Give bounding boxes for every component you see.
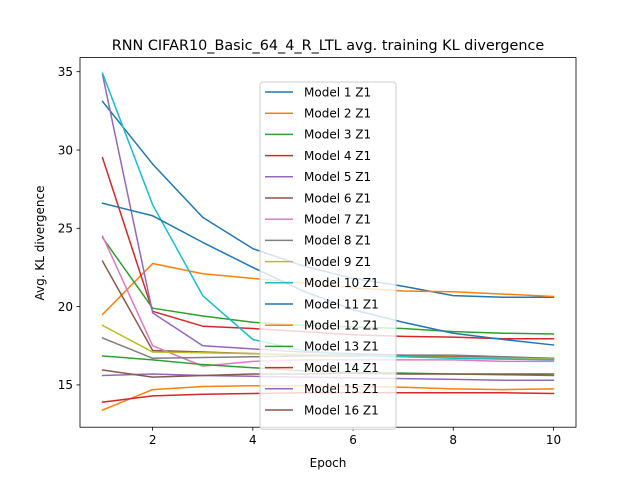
legend-entry-label: Model 14 Z1 [304,361,379,375]
legend-entry-label: Model 1 Z1 [304,85,371,99]
legend-entry-label: Model 4 Z1 [304,149,371,163]
legend-entry-label: Model 3 Z1 [304,128,371,142]
legend-entry-label: Model 7 Z1 [304,213,371,227]
x-tick-label: 10 [546,433,561,447]
legend: Model 1 Z1 Model 2 Z1 Model 3 Z1 Model 4 Z1… [259,81,397,430]
y-axis-ticks: 15 20 25 30 35 [58,65,80,392]
legend-entry-label: Model 15 Z1 [304,382,379,396]
legend-entry-label: Model 5 Z1 [304,170,371,184]
x-tick-label: 4 [249,433,257,447]
x-tick-label: 6 [349,433,357,447]
y-tick-label: 30 [58,143,73,157]
x-tick-label: 8 [449,433,457,447]
y-tick-label: 15 [58,378,73,392]
y-tick-label: 20 [58,300,73,314]
legend-entry-label: Model 6 Z1 [304,191,371,205]
x-axis-label: Epoch [310,456,347,470]
legend-entry-label: Model 13 Z1 [304,340,379,354]
legend-entry-label: Model 8 Z1 [304,234,371,248]
chart-title: RNN CIFAR10_Basic_64_4_R_LTL avg. traini… [112,38,545,54]
legend-entry-label: Model 9 Z1 [304,255,371,269]
legend-entry-label: Model 10 Z1 [304,276,379,290]
legend-entry-label: Model 16 Z1 [304,403,379,417]
legend-box [259,81,397,430]
x-axis-ticks: 2 4 6 8 10 [149,427,561,447]
legend-entry-label: Model 2 Z1 [304,107,371,121]
y-tick-label: 35 [58,65,73,79]
x-tick-label: 2 [149,433,157,447]
legend-entry-label: Model 12 Z1 [304,319,379,333]
y-tick-label: 25 [58,222,73,236]
y-axis-label: Avg. KL divergence [33,186,47,301]
legend-entry-label: Model 11 Z1 [304,297,379,311]
